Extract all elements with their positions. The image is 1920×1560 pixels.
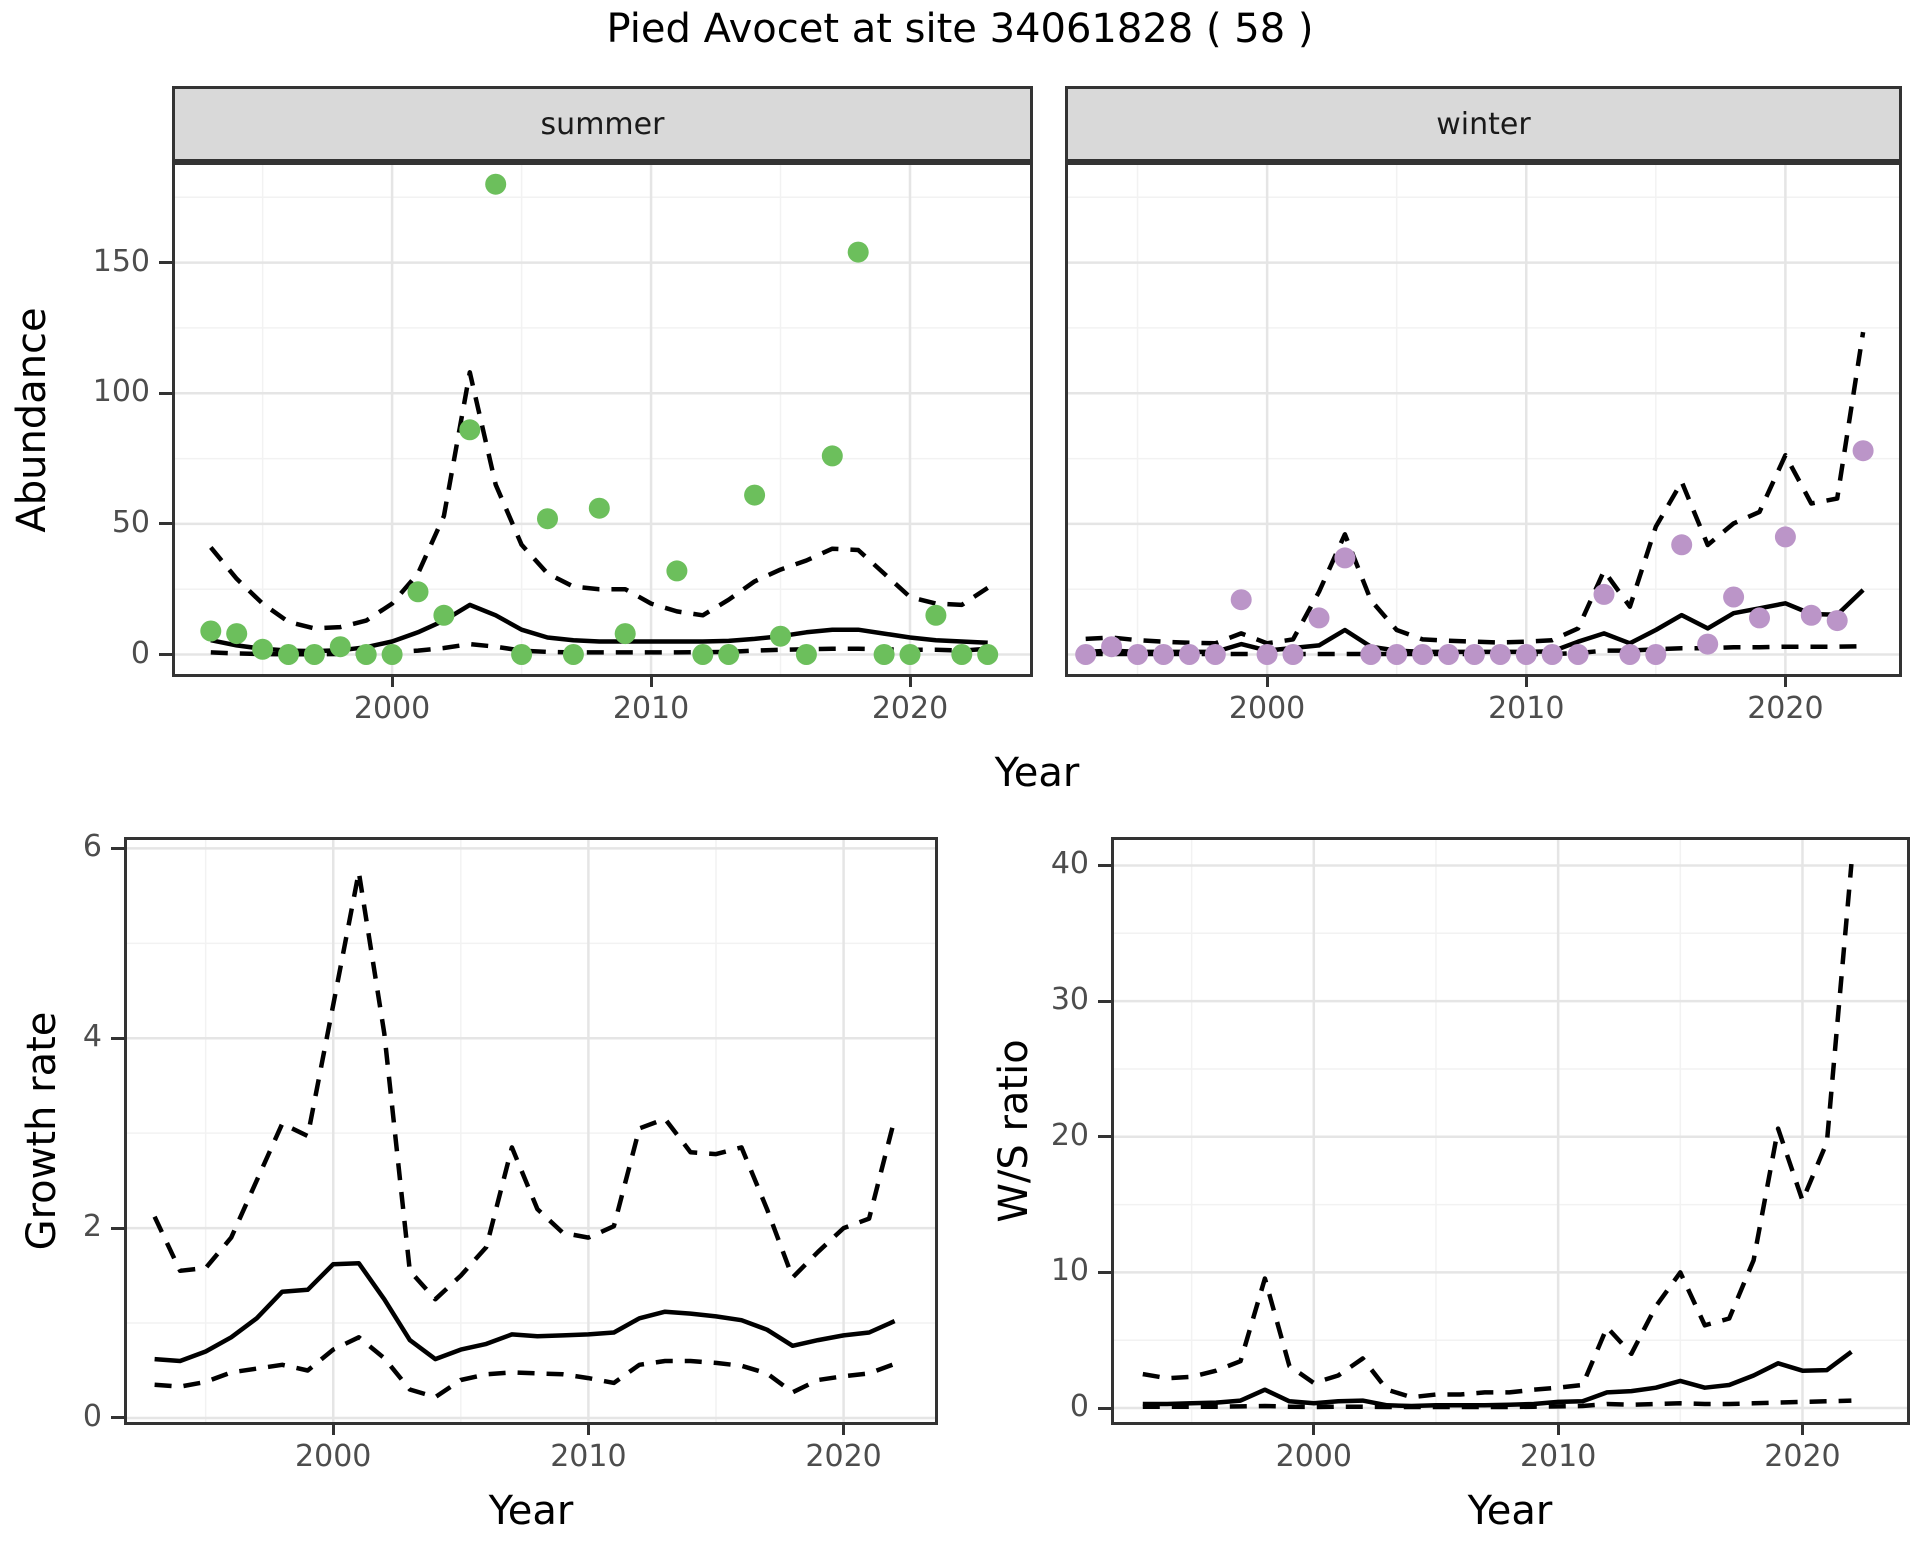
x-tick-mark (586, 1425, 590, 1435)
facet-strip-winter-label: winter (1436, 106, 1531, 142)
facet-strip-summer: summer (172, 86, 1033, 162)
gridlines (172, 162, 1033, 677)
y-tick-mark (111, 846, 124, 850)
x-tick-label: 2000 (1228, 691, 1306, 726)
y-tick-mark (159, 522, 172, 526)
x-tick-mark (1312, 1425, 1316, 1435)
y-tick-mark (159, 261, 172, 265)
y-tick-label: 20 (1050, 1117, 1089, 1153)
y-tick-label: 0 (130, 635, 150, 671)
x-tick-label: 2020 (871, 691, 949, 726)
y-tick-label: 0 (82, 1398, 102, 1434)
y-tick-mark (1098, 999, 1111, 1003)
y-tick-mark (1098, 1135, 1111, 1139)
y-tick-mark (1098, 863, 1111, 867)
upper-ci (152, 869, 897, 1302)
y-tick-label: 10 (1050, 1253, 1089, 1289)
y-tick-mark (111, 1036, 124, 1040)
x-tick-mark (649, 677, 653, 687)
x-tick-mark (1524, 677, 1528, 687)
page-title: Pied Avocet at site 34061828 ( 58 ) (606, 6, 1314, 52)
upper-ci (209, 370, 989, 631)
x-tick-mark (1265, 677, 1269, 687)
summer-abundance-plot (172, 162, 1033, 677)
y-tick-label: 2 (82, 1209, 102, 1245)
lower-ci (154, 1335, 896, 1400)
growth-rate-plot (124, 837, 938, 1425)
gridlines (1065, 162, 1902, 677)
ws-ratio-plot (1111, 837, 1910, 1425)
observed-points (1075, 440, 1874, 665)
upper-ci (1085, 331, 1866, 646)
x-tick-label: 2010 (1488, 691, 1565, 726)
facet-strip-summer-label: summer (540, 106, 665, 142)
x-tick-mark (390, 677, 394, 687)
y-tick-mark (1098, 1406, 1111, 1410)
abundance-axis-title: Abundance (9, 307, 55, 533)
y-tick-mark (1098, 1270, 1111, 1274)
x-tick-label: 2000 (295, 1439, 372, 1474)
y-tick-label: 150 (92, 243, 150, 279)
y-tick-label: 30 (1050, 982, 1089, 1018)
y-tick-label: 50 (111, 504, 150, 540)
growth-median (154, 1260, 896, 1364)
x-tick-mark (1783, 677, 1787, 687)
x-tick-label: 2000 (1275, 1439, 1352, 1474)
x-tick-mark (1800, 1425, 1804, 1435)
x-tick-mark (842, 1425, 846, 1435)
x-tick-label: 2020 (805, 1439, 882, 1474)
x-tick-label: 2010 (1519, 1439, 1597, 1474)
y-tick-mark (159, 653, 172, 657)
ws-year-axis-title: Year (1467, 1488, 1553, 1534)
winter-abundance-plot (1065, 162, 1902, 677)
x-tick-mark (908, 677, 912, 687)
x-tick-mark (1556, 1425, 1560, 1435)
y-tick-label: 6 (82, 829, 102, 865)
y-tick-label: 4 (82, 1019, 102, 1055)
top-year-axis-title: Year (994, 750, 1080, 796)
y-tick-mark (111, 1226, 124, 1230)
x-tick-mark (331, 1425, 335, 1435)
facet-strip-winter: winter (1065, 86, 1902, 162)
x-tick-label: 2010 (612, 691, 690, 726)
y-tick-mark (159, 391, 172, 395)
growth-year-axis-title: Year (488, 1488, 574, 1534)
y-tick-label: 40 (1050, 846, 1089, 882)
x-tick-label: 2020 (1764, 1439, 1841, 1474)
x-tick-label: 2020 (1747, 691, 1824, 726)
y-tick-label: 0 (1069, 1389, 1089, 1425)
lower-ci (1142, 1398, 1852, 1410)
x-tick-label: 2000 (353, 691, 431, 726)
y-tick-label: 100 (92, 374, 150, 410)
x-tick-label: 2010 (550, 1439, 627, 1474)
y-tick-mark (111, 1416, 124, 1420)
gridlines (124, 837, 938, 1425)
observed-points (200, 173, 999, 665)
